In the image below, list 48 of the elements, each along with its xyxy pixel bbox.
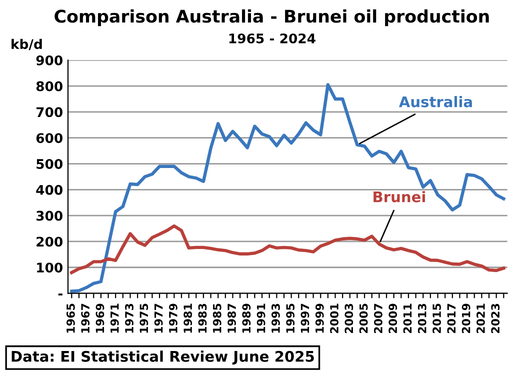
y-tick-label: 500	[36, 158, 62, 169]
x-tick-label: 1967	[81, 304, 90, 333]
x-tick-label: 1969	[96, 304, 104, 333]
x-tick-label: 1985	[212, 304, 222, 333]
y-tick-label: 900	[36, 55, 62, 66]
x-tick-label: 1993	[271, 304, 280, 333]
x-tick-label: 1987	[228, 304, 236, 333]
x-tick-label: 1995	[286, 304, 295, 333]
x-tick-label: 2021	[476, 304, 485, 334]
y-tick-label: 300	[36, 210, 62, 221]
x-tick-label: 2015	[432, 304, 441, 334]
line-series	[70, 83, 506, 293]
y-tick-label: 800	[36, 81, 62, 92]
y-tick-label: -	[58, 294, 62, 296]
chart-title: Comparison Australia - Brunei oil production	[54, 9, 489, 26]
x-tick-label: 2019	[462, 304, 470, 334]
x-tick-label: 1975	[140, 304, 148, 333]
x-tick-label: 1991	[256, 304, 266, 333]
y-tick-label: 200	[36, 236, 62, 247]
chart-subtitle: 1965 - 2024	[229, 33, 316, 44]
x-tick-label: 2003	[344, 304, 354, 334]
x-tick-label: 1981	[184, 304, 192, 333]
x-tick-label: 2007	[374, 304, 382, 334]
x-tick-label: 1989	[242, 304, 251, 333]
line-series	[70, 224, 506, 274]
x-tick-label: 2001	[330, 304, 338, 334]
x-tick-label: 1979	[168, 304, 178, 333]
x-tick-label: 2013	[418, 304, 426, 334]
text: Data: EI Statistical Review June 2025	[12, 350, 314, 365]
x-tick-label: 2005	[359, 304, 368, 334]
x-tick-label: 1999	[315, 304, 324, 333]
x-tick-label: 1983	[198, 304, 207, 333]
x-tick-label: 2023	[491, 304, 500, 334]
text: Brunei	[374, 191, 425, 202]
y-tick-label: 600	[36, 133, 62, 144]
x-tick-label: 2011	[403, 304, 412, 334]
x-tick-label: 2017	[447, 304, 456, 334]
y-tick-label: 100	[37, 262, 62, 273]
x-tick-label: 1973	[125, 304, 134, 333]
text: Australia	[398, 96, 472, 108]
y-tick-label: 700	[36, 107, 62, 118]
x-tick-label: 2009	[388, 304, 398, 334]
x-tick-label: 1971	[110, 304, 119, 333]
y-tick-label: 400	[36, 184, 62, 195]
y-axis-title: kb/d	[12, 38, 42, 50]
x-tick-label: 1977	[154, 304, 163, 333]
x-tick-label: 1965	[66, 304, 75, 333]
x-tick-label: 1997	[300, 304, 310, 333]
